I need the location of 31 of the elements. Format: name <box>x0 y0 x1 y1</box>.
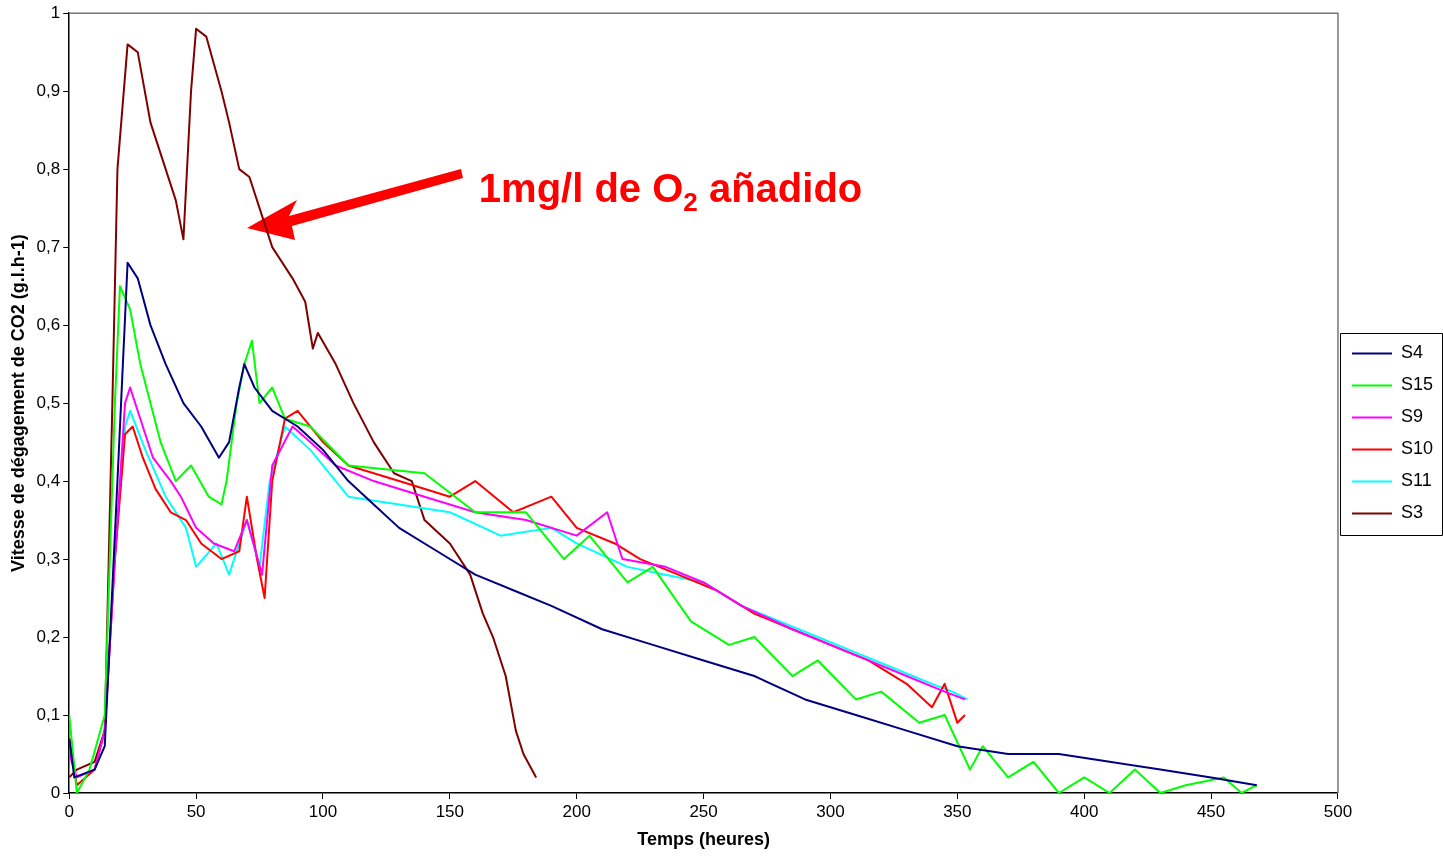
x-tick-label: 400 <box>1070 801 1099 821</box>
legend-label: S3 <box>1400 502 1423 523</box>
x-tick-label: 350 <box>943 801 972 821</box>
x-tick-label: 250 <box>689 801 718 821</box>
y-tick-label: 0 <box>50 782 61 802</box>
y-tick-label: 1 <box>50 2 61 22</box>
y-axis-title: Vitesse de dégagement de CO2 (g.l.h-1) <box>7 234 28 572</box>
x-tick-label: 150 <box>435 801 465 821</box>
y-tick-label: 0,6 <box>36 314 61 334</box>
legend-label: S10 <box>1400 438 1433 459</box>
x-axis-title: Temps (heures) <box>637 829 770 850</box>
x-tick-label: 500 <box>1323 801 1353 821</box>
legend-label: S9 <box>1400 406 1423 427</box>
y-tick-label: 0,8 <box>36 158 61 178</box>
x-tick-label: 0 <box>64 801 74 821</box>
legend-label: S11 <box>1400 470 1432 491</box>
x-tick-label: 300 <box>816 801 845 821</box>
y-tick-label: 0,2 <box>36 626 61 646</box>
y-tick-label: 0,7 <box>36 236 61 256</box>
legend-label: S4 <box>1400 342 1423 363</box>
y-tick-label: 0,5 <box>36 392 61 412</box>
y-tick-label: 0,4 <box>36 470 61 490</box>
x-tick-label: 200 <box>562 801 591 821</box>
y-tick-label: 0,9 <box>36 80 61 100</box>
x-tick-label: 50 <box>186 801 206 821</box>
x-tick-label: 100 <box>308 801 338 821</box>
x-tick-label: 450 <box>1196 801 1226 821</box>
legend-label: S15 <box>1400 374 1433 395</box>
annotation: 1mg/l de O$_{2}$ añadido <box>478 165 863 218</box>
y-tick-label: 0,1 <box>36 704 61 724</box>
y-tick-label: 0,3 <box>36 548 61 568</box>
